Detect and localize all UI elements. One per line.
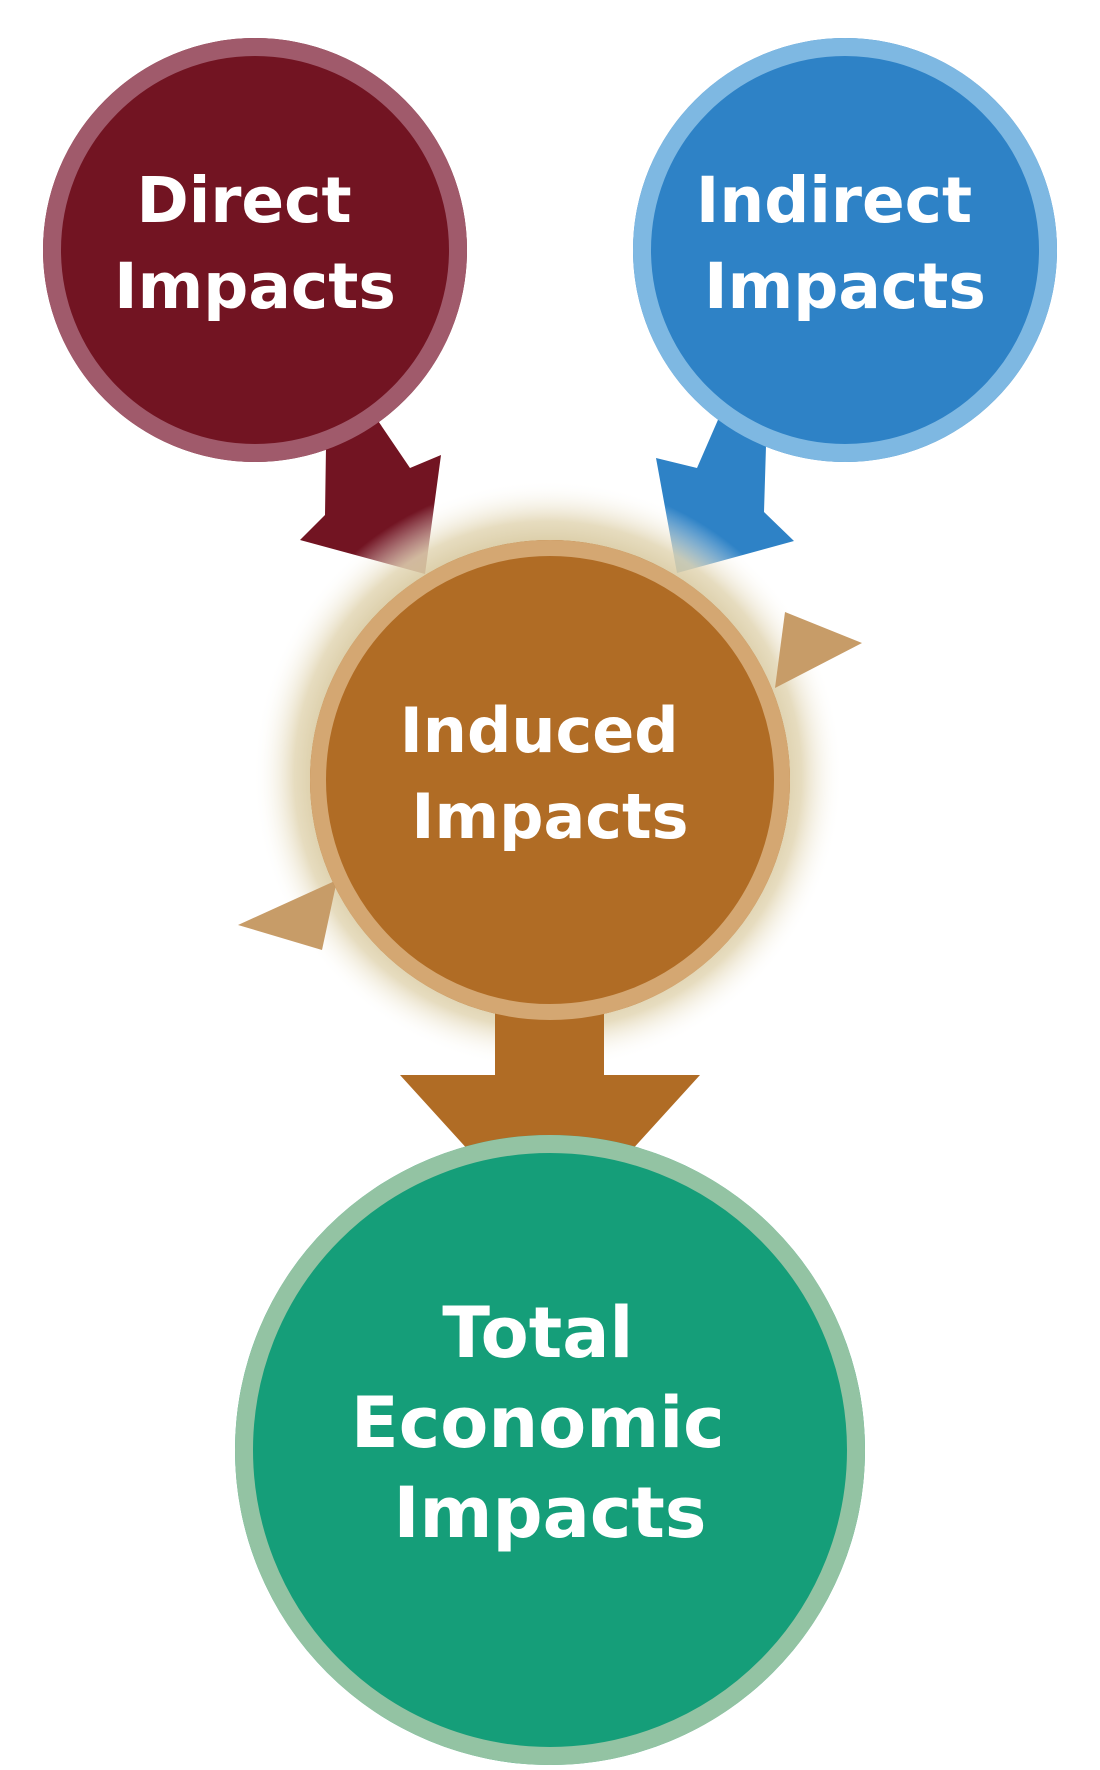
total-impacts-label: Total Economic Impacts <box>351 1292 749 1554</box>
induced-impacts-circle <box>310 540 790 1020</box>
indirect-impacts-label: Indirect Impacts <box>696 164 994 323</box>
indirect-impacts-node: Indirect Impacts <box>633 38 1057 462</box>
indirect-impacts-line2: Impacts <box>704 250 986 323</box>
total-impacts-ring <box>235 1135 865 1765</box>
direct-impacts-node: Direct Impacts <box>43 38 467 462</box>
total-impacts-circle <box>235 1135 865 1765</box>
induced-impacts-ring <box>310 540 790 1020</box>
indirect-impacts-circle <box>633 38 1057 462</box>
indirect-impacts-line1: Indirect <box>696 164 972 237</box>
induced-impacts-node: Induced Impacts <box>310 540 790 1020</box>
induced-impacts-line2: Impacts <box>411 780 688 853</box>
cycle-arrowhead-left <box>238 880 337 950</box>
total-impacts-line2: Economic <box>351 1382 725 1464</box>
total-impacts-line3: Impacts <box>394 1472 707 1554</box>
induced-impacts-label: Induced Impacts <box>400 694 701 853</box>
indirect-impacts-ring <box>633 38 1057 462</box>
total-economic-impacts-node: Total Economic Impacts <box>235 1135 865 1765</box>
arrow-total-shape <box>400 1012 700 1240</box>
total-impacts-line1: Total <box>442 1292 633 1374</box>
arrow-induced-to-total <box>400 1012 700 1240</box>
cycle-arrowhead-right <box>775 612 862 688</box>
direct-impacts-circle <box>43 38 467 462</box>
direct-impacts-line1: Direct <box>136 164 351 237</box>
direct-impacts-label: Direct Impacts <box>114 164 396 323</box>
induced-impacts-line1: Induced <box>400 694 679 767</box>
direct-impacts-line2: Impacts <box>114 250 396 323</box>
direct-impacts-ring <box>43 38 467 462</box>
